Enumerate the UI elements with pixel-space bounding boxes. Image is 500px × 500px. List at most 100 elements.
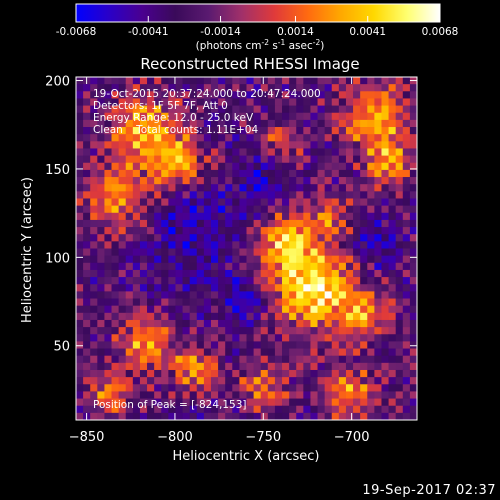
heatmap-cell [303,169,311,178]
heatmap-cell [203,162,212,171]
heatmap-cell [267,398,276,407]
heatmap-cell [274,127,283,135]
heatmap-cell [296,262,304,271]
heatmap-cell [196,127,205,135]
heatmap-cell [168,255,176,264]
heatmap-cell [154,98,162,106]
heatmap-cell [289,212,297,221]
heatmap-cell [168,398,176,407]
heatmap-cell [374,205,382,214]
heatmap-cell [90,134,98,142]
heatmap-cell [168,127,176,135]
heatmap-cell [175,191,183,199]
heatmap-cell [104,334,112,342]
heatmap-cell [353,119,361,128]
heatmap-cell [317,369,326,378]
heatmap-cell [260,262,269,271]
heatmap-cell [147,134,155,142]
heatmap-cell [388,219,397,228]
heatmap-cell [274,134,283,142]
heatmap-cell [353,355,361,364]
heatmap-cell [104,384,112,392]
heatmap-cell [132,305,141,314]
heatmap-cell [310,191,318,199]
heatmap-cell [196,369,205,378]
heatmap-cell [267,255,276,264]
heatmap-cell [289,305,297,314]
heatmap-cell [395,177,404,185]
heatmap-cell [296,362,304,371]
heatmap-cell [168,162,176,171]
heatmap-cell [76,327,84,335]
heatmap-cell [147,405,155,414]
heatmap-cell [324,412,333,421]
heatmap-cell [367,341,375,349]
heatmap-cell [409,298,418,307]
heatmap-cell [203,284,212,292]
heatmap-cell [374,262,382,271]
heatmap-cell [402,141,411,149]
heatmap-cell [161,219,169,228]
heatmap-cell [218,284,226,292]
heatmap-cell [395,227,404,235]
heatmap-cell [282,155,290,164]
heatmap-cell [282,348,290,357]
heatmap-cell [367,319,375,328]
heatmap-cell [253,84,262,92]
heatmap-cell [111,291,120,299]
heatmap-cell [267,262,276,271]
heatmap-cell [125,327,134,335]
heatmap-cell [402,98,411,106]
heatmap-cell [260,134,269,142]
heatmap-cell [210,227,219,235]
heatmap-cell [218,305,226,314]
heatmap-cell [182,377,191,385]
heatmap-cell [182,77,191,85]
heatmap-cell [139,319,148,328]
heatmap-cell [90,148,98,157]
heatmap-cell [196,327,205,335]
heatmap-cell [317,234,326,242]
heatmap-cell [282,98,290,106]
heatmap-cell [182,198,191,207]
heatmap-cell [104,127,112,135]
heatmap-cell [367,234,375,242]
heatmap-cell [367,205,375,214]
heatmap-cell [324,391,333,399]
heatmap-cell [353,327,361,335]
heatmap-cell [210,262,219,271]
heatmap-cell [132,219,141,228]
heatmap-cell [111,148,120,157]
heatmap-cell [310,198,318,207]
heatmap-cell [388,98,397,106]
heatmap-cell [367,412,375,421]
heatmap-cell [388,198,397,207]
heatmap-cell [367,155,375,164]
heatmap-cell [353,191,361,199]
heatmap-cell [353,198,361,207]
heatmap-cell [402,291,411,299]
heatmap-cell [189,112,198,121]
heatmap-cell [360,262,368,271]
heatmap-cell [395,155,404,164]
heatmap-cell [289,319,297,328]
heatmap-cell [97,341,105,349]
heatmap-cell [225,355,233,364]
heatmap-cell [218,219,226,228]
heatmap-cell [196,84,205,92]
heatmap-cell [260,219,269,228]
heatmap-cell [260,91,269,99]
heatmap-cell [246,327,254,335]
heatmap-cell [282,205,290,214]
heatmap-cell [409,212,418,221]
heatmap-cell [218,148,226,157]
heatmap-cell [218,227,226,235]
heatmap-cell [125,177,134,185]
heatmap-cell [345,127,354,135]
heatmap-cell [267,212,276,221]
heatmap-cell [239,91,247,99]
heatmap-cell [303,405,311,414]
heatmap-cell [353,155,361,164]
heatmap-cell [175,184,183,192]
heatmap-cell [253,169,262,178]
